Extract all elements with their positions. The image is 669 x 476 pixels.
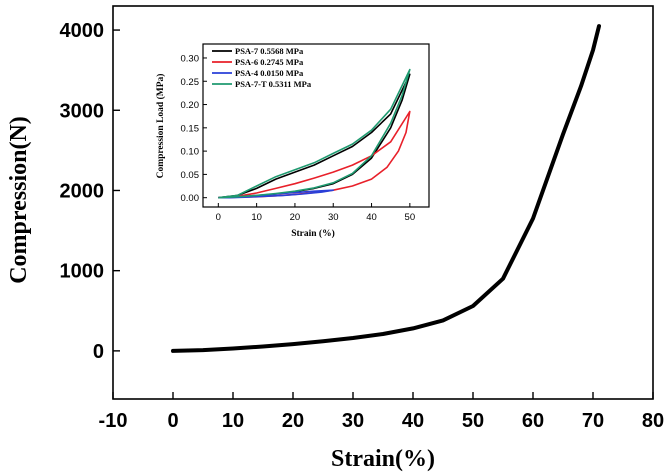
inset-series-line: [218, 68, 411, 199]
main-x-tick-label: 30: [342, 410, 364, 432]
inset-x-tick-label: 30: [328, 212, 339, 223]
inset-x-tick-label: 50: [405, 212, 416, 223]
main-x-axis-label: Strain(%): [331, 446, 435, 472]
legend-entry: PSA-7-T 0.5311 MPa: [235, 79, 312, 89]
main-x-tick-label: 10: [222, 410, 244, 432]
inset-y-tick-label: 0.10: [181, 147, 200, 158]
inset-y-axis-label: Compression Load (MPa): [155, 74, 166, 179]
inset-y-tick-label: 0.25: [181, 77, 200, 88]
inset-y-tick-label: 0.15: [181, 123, 200, 134]
inset-series: [218, 68, 411, 199]
main-plot-frame: [112, 5, 654, 400]
main-x-tick-label: 20: [282, 410, 304, 432]
legend-entry: PSA-4 0.0150 MPa: [235, 68, 304, 78]
inset-x-ticks: 0 10 20 30 40 50: [216, 203, 415, 223]
main-y-tick-label: 1000: [60, 261, 105, 283]
inset-x-tick-label: 20: [290, 212, 301, 223]
main-series-line: [171, 24, 601, 353]
inset-y-tick-label: 0.20: [181, 100, 200, 111]
main-x-tick-label: 60: [522, 410, 544, 432]
main-series: [171, 24, 601, 353]
inset-background: [196, 40, 432, 212]
main-plot: -10 0 10 20 30 40 50 60 70 80 0 1000 2000 3000 4000 S…: [6, 5, 664, 472]
inset-y-ticks: 0.00 0.05 0.10 0.15 0.20 0.25 0.30: [181, 53, 207, 204]
legend-entry: PSA-6 0.2745 MPa: [235, 57, 304, 67]
inset-plot: 0 10 20 30 40 50 0.00 0.05 0.10 0.15 0.20 0.25 0.30…: [155, 40, 432, 239]
inset-x-tick-label: 40: [366, 212, 377, 223]
main-x-tick-label: 50: [462, 410, 484, 432]
inset-y-tick-label: 0.00: [181, 193, 200, 204]
main-y-tick-label: 3000: [60, 100, 105, 122]
legend-entry: PSA-7 0.5568 MPa: [235, 46, 304, 56]
inset-y-tick-label: 0.30: [181, 53, 200, 64]
main-y-ticks: 0 1000 2000 3000 4000: [60, 20, 120, 363]
main-y-tick-label: 2000: [60, 180, 105, 202]
inset-plot-frame: [202, 43, 430, 208]
main-x-tick-label: -10: [99, 410, 128, 432]
main-x-tick-label: 70: [582, 410, 604, 432]
main-y-tick-label: 0: [93, 341, 104, 363]
inset-x-axis-label: Strain (%): [291, 228, 335, 239]
main-x-tick-label: 0: [167, 410, 178, 432]
main-x-tick-label: 80: [642, 410, 664, 432]
main-x-ticks: -10 0 10 20 30 40 50 60 70 80: [99, 392, 664, 432]
main-y-tick-label: 4000: [60, 20, 105, 42]
inset-y-tick-label: 0.05: [181, 170, 200, 181]
main-x-tick-label: 40: [402, 410, 424, 432]
inset-x-tick-label: 10: [251, 212, 262, 223]
main-y-axis-label: Compression(N): [6, 116, 32, 284]
inset-x-tick-label: 0: [216, 212, 221, 223]
